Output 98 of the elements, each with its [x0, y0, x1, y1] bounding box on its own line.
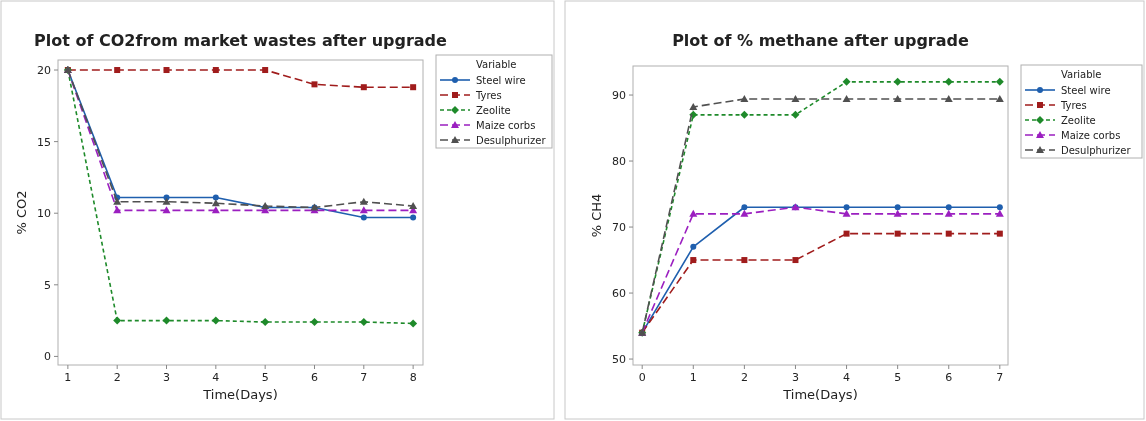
- point: [741, 204, 748, 211]
- x-tick-label: 6: [310, 371, 318, 384]
- legend-label: Desulphurizer: [1061, 145, 1132, 156]
- point: [212, 67, 219, 74]
- x-axis-title: Time(Days): [202, 387, 278, 402]
- point: [893, 77, 902, 86]
- point: [842, 77, 851, 86]
- y-axis-title: % CH4: [589, 193, 604, 238]
- y-tick-label: 5: [44, 278, 51, 292]
- point: [944, 209, 953, 217]
- point: [113, 197, 122, 205]
- y-tick-label: 0: [44, 350, 51, 364]
- point: [410, 84, 417, 91]
- chart-title: Plot of % methane after upgrade: [672, 31, 970, 50]
- point: [843, 204, 850, 211]
- y-axis-title: % CO2: [14, 190, 29, 235]
- y-tick-label: 15: [37, 135, 51, 149]
- point: [163, 67, 170, 74]
- point: [945, 230, 952, 237]
- legend-label: Zeolite: [1061, 115, 1096, 126]
- x-tick-label: 2: [113, 371, 121, 384]
- y-tick-label: 80: [612, 155, 626, 169]
- point: [359, 318, 368, 327]
- y-tick-label: 90: [612, 89, 626, 103]
- point: [360, 214, 367, 221]
- point: [791, 110, 800, 119]
- x-tick-label: 4: [843, 371, 851, 384]
- point: [689, 102, 698, 110]
- point: [944, 77, 953, 86]
- point: [894, 230, 901, 237]
- point: [409, 319, 418, 328]
- x-tick-label: 1: [689, 371, 697, 384]
- x-tick-label: 3: [163, 371, 171, 384]
- point: [689, 209, 698, 217]
- legend-label: Tyres: [475, 90, 502, 101]
- legend-label: Steel wire: [1061, 85, 1111, 96]
- point: [893, 209, 902, 217]
- legend-label: Steel wire: [476, 75, 526, 86]
- point: [995, 209, 1004, 217]
- point: [740, 110, 749, 119]
- point: [261, 318, 270, 327]
- x-tick-label: 7: [360, 371, 368, 384]
- x-tick-label: 0: [638, 371, 646, 384]
- point: [359, 197, 368, 205]
- point: [162, 197, 171, 205]
- point: [842, 95, 851, 102]
- point: [843, 230, 850, 237]
- x-tick-label: 5: [894, 371, 902, 384]
- x-tick-label: 8: [409, 371, 417, 384]
- x-tick-label: 2: [740, 371, 748, 384]
- point: [113, 316, 122, 325]
- x-axis-title: Time(Days): [782, 387, 858, 402]
- point: [310, 318, 319, 327]
- point: [360, 84, 367, 91]
- point: [995, 77, 1004, 86]
- point: [996, 230, 1003, 237]
- point: [740, 95, 749, 102]
- x-tick-label: 3: [791, 371, 799, 384]
- point: [211, 199, 220, 207]
- x-tick-label: 6: [945, 371, 953, 384]
- point: [741, 257, 748, 264]
- legend-title: Variable: [1061, 69, 1102, 80]
- point: [944, 95, 953, 102]
- point: [311, 81, 318, 88]
- point: [690, 243, 697, 250]
- legend-label: Zeolite: [476, 105, 511, 116]
- point: [791, 95, 800, 102]
- point: [690, 257, 697, 264]
- point: [114, 67, 121, 74]
- point: [162, 316, 171, 325]
- y-tick-label: 60: [612, 287, 626, 301]
- point: [212, 194, 219, 201]
- point: [893, 95, 902, 102]
- legend-title: Variable: [476, 59, 517, 70]
- x-tick-label: 4: [212, 371, 220, 384]
- point: [945, 204, 952, 211]
- point: [792, 257, 799, 264]
- point: [740, 209, 749, 217]
- chart-title: Plot of CO2from market wastes after upgrade: [34, 31, 448, 50]
- x-tick-label: 7: [996, 371, 1004, 384]
- y-tick-label: 10: [37, 207, 51, 221]
- legend-label: Desulphurizer: [476, 135, 547, 146]
- legend-label: Maize corbs: [1061, 130, 1121, 141]
- legend-label: Maize corbs: [476, 120, 536, 131]
- point: [410, 214, 417, 221]
- y-tick-label: 70: [612, 221, 626, 235]
- point: [996, 204, 1003, 211]
- point: [894, 204, 901, 211]
- legend-label: Tyres: [1060, 100, 1087, 111]
- point: [262, 67, 269, 74]
- point: [211, 316, 220, 325]
- y-tick-label: 50: [612, 353, 626, 367]
- point: [842, 209, 851, 217]
- y-tick-label: 20: [37, 64, 51, 78]
- x-tick-label: 1: [64, 371, 72, 384]
- point: [995, 95, 1004, 102]
- point: [409, 202, 418, 210]
- x-tick-label: 5: [261, 371, 269, 384]
